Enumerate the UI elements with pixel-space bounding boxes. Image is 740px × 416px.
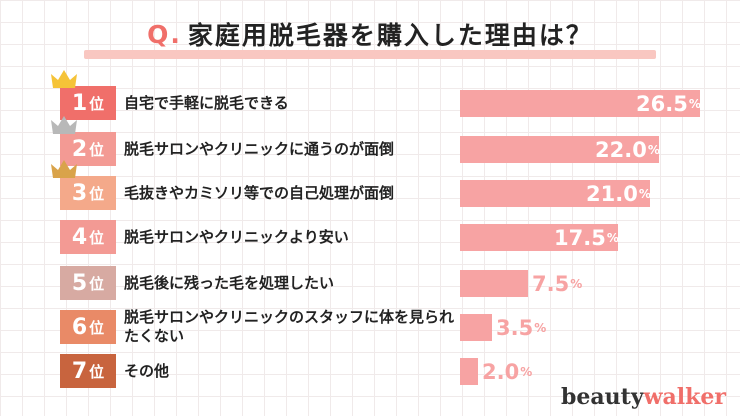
rank-number: 4 — [71, 224, 88, 250]
value-number: 26.5 — [636, 91, 688, 116]
value-unit: % — [570, 276, 583, 291]
value-number: 2.0 — [482, 359, 520, 384]
rank-number: 3 — [71, 180, 88, 206]
value-label: 22.0% — [595, 136, 660, 163]
category-label: 自宅で手軽に脱毛できる — [124, 93, 289, 112]
bar — [460, 314, 492, 341]
bar — [460, 358, 478, 385]
value-number: 17.5 — [554, 225, 606, 250]
brand-part-beauty: beauty — [561, 384, 644, 410]
rank-number: 1 — [71, 90, 88, 116]
value-label: 17.5% — [554, 224, 619, 251]
rank-number: 7 — [71, 358, 88, 384]
value-number: 3.5 — [496, 315, 534, 340]
value-unit: % — [606, 230, 619, 245]
category-label: 脱毛サロンやクリニックに通うのが面倒 — [124, 139, 395, 158]
value-unit: % — [647, 142, 660, 157]
category-label: 脱毛サロンやクリニックより安い — [124, 227, 349, 246]
brand-logo: beautywalker — [561, 384, 726, 410]
bar — [460, 180, 650, 207]
value-number: 7.5 — [532, 271, 570, 296]
rank-suffix: 位 — [89, 274, 105, 293]
value-unit: % — [520, 364, 533, 379]
value-label: 2.0% — [482, 358, 532, 385]
value-unit: % — [534, 320, 547, 335]
category-label: 脱毛後に残った毛を処理したい — [124, 273, 335, 292]
bar — [460, 90, 700, 117]
value-unit: % — [638, 186, 651, 201]
value-number: 22.0 — [595, 137, 647, 162]
rank-number: 2 — [71, 136, 88, 162]
bar — [460, 270, 528, 297]
bar — [460, 224, 618, 251]
crown-icon — [51, 116, 77, 134]
rank-number: 5 — [71, 270, 88, 296]
chart-title: Q. 家庭用脱毛器を購入した理由は？ — [90, 14, 650, 54]
crown-icon — [51, 160, 77, 178]
rank-suffix: 位 — [89, 94, 105, 113]
value-label: 7.5% — [532, 270, 582, 297]
rank-suffix: 位 — [89, 228, 105, 247]
category-label: その他 — [124, 361, 170, 380]
rank-suffix: 位 — [89, 184, 105, 203]
chart-row: 3 位毛抜きやカミソリ等での自己処理が面倒 21.0% — [0, 160, 740, 212]
brand-part-walker: walker — [643, 384, 726, 410]
chart-row: 4 位脱毛サロンやクリニックより安い 17.5% — [0, 220, 740, 256]
title-q-mark: Q. — [147, 19, 182, 49]
title-text: 家庭用脱毛器を購入した理由は？ — [187, 21, 593, 50]
bar — [460, 136, 659, 163]
chart-row: 7 位その他 2.0% — [0, 354, 740, 390]
rank-suffix: 位 — [89, 318, 105, 337]
category-label: 毛抜きやカミソリ等での自己処理が面倒 — [124, 183, 395, 202]
value-number: 21.0 — [586, 181, 638, 206]
value-label: 26.5% — [636, 90, 701, 117]
value-unit: % — [688, 96, 701, 111]
value-label: 21.0% — [586, 180, 651, 207]
title-underline — [84, 50, 656, 59]
rank-suffix: 位 — [89, 362, 105, 381]
category-label: 脱毛サロンやクリニックのスタッフに体を見られたくない — [124, 308, 455, 345]
chart-row: 5 位脱毛後に残った毛を処理したい 7.5% — [0, 266, 740, 302]
value-label: 3.5% — [496, 314, 546, 341]
rank-suffix: 位 — [89, 140, 105, 159]
chart-row: 6 位脱毛サロンやクリニックのスタッフに体を見られたくない 3.5% — [0, 308, 740, 346]
rank-number: 6 — [71, 314, 88, 340]
crown-icon — [51, 70, 77, 88]
chart-row: 2 位脱毛サロンやクリニックに通うのが面倒 22.0% — [0, 116, 740, 168]
chart-row: 1 位自宅で手軽に脱毛できる 26.5% — [0, 70, 740, 122]
